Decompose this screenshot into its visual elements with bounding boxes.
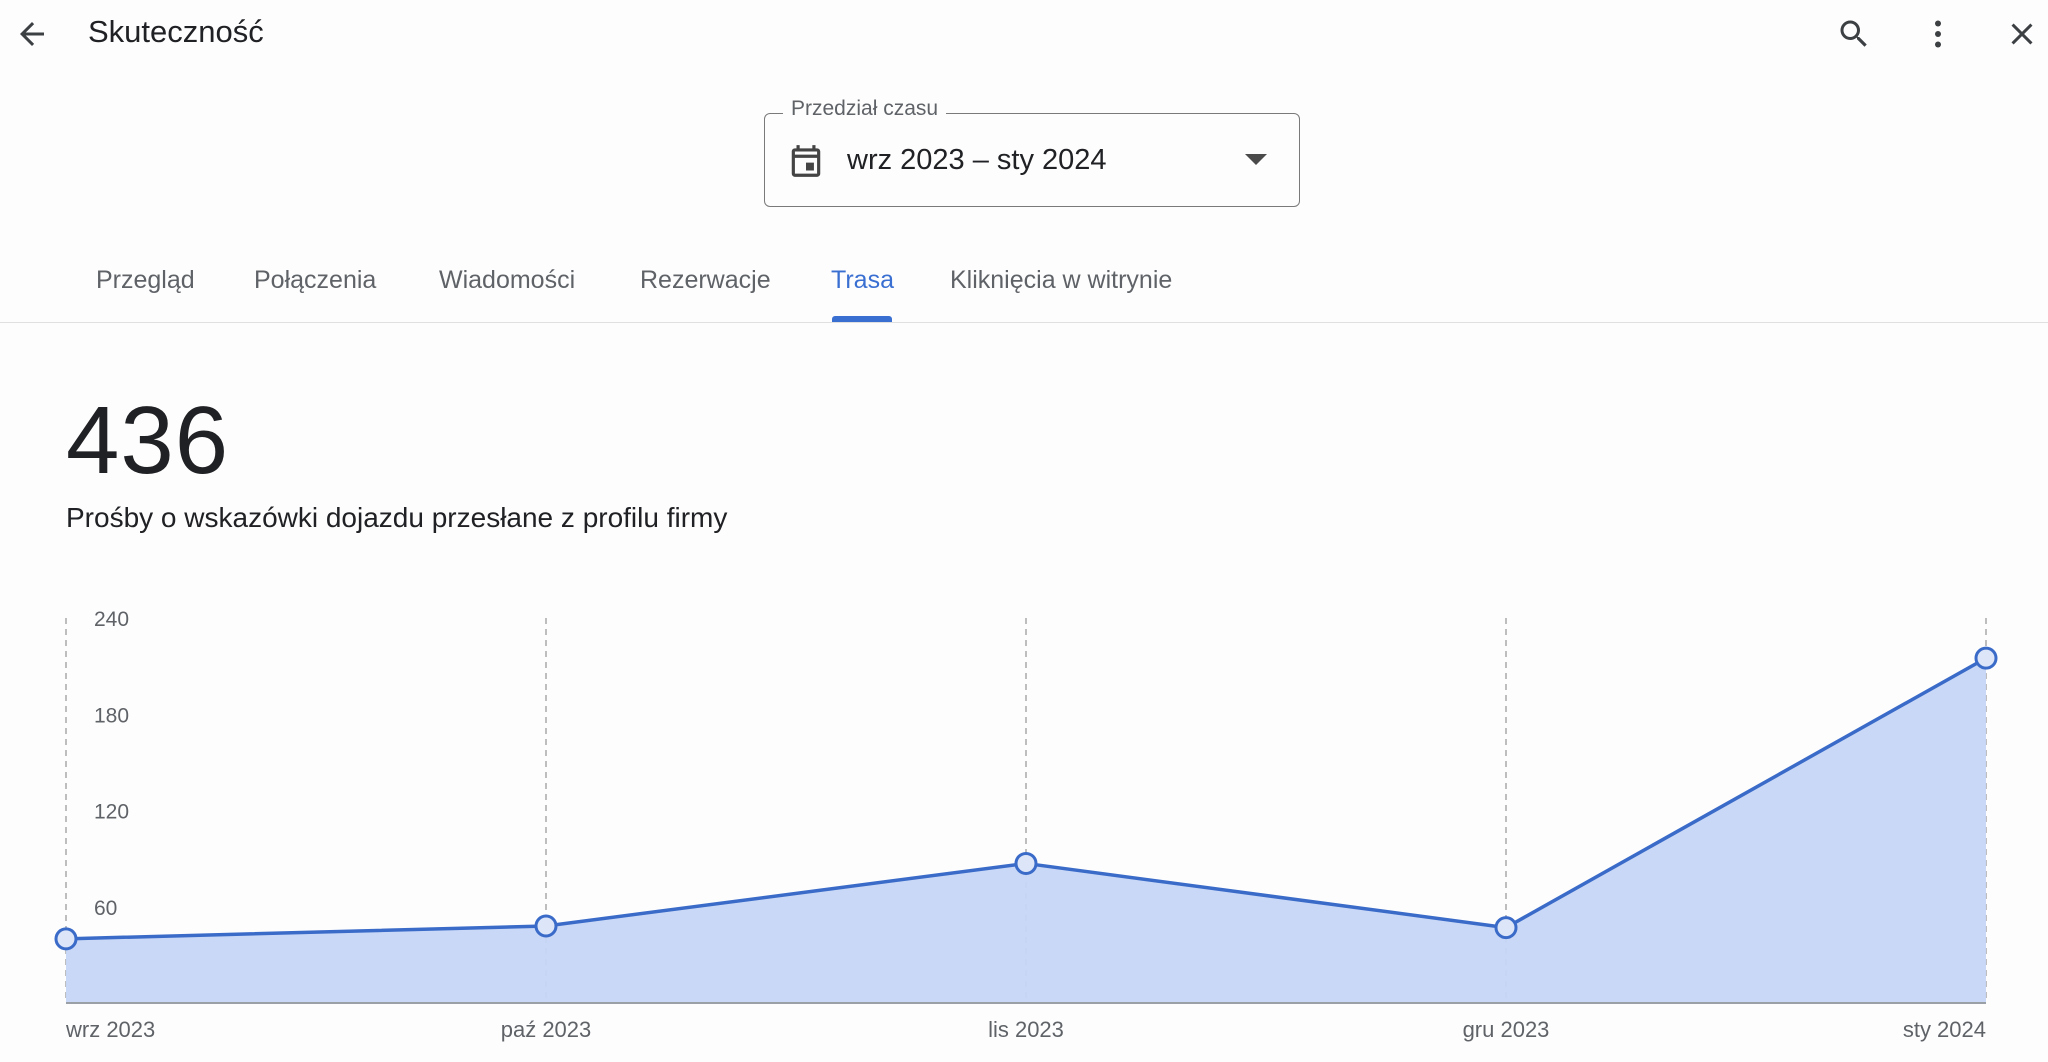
top-app-bar: Skuteczność [0, 0, 2048, 70]
directions-chart: 60 120 180 240 wrz 2023 paź 2023 lis 2023 gru … [54, 608, 1998, 1042]
tab-rezerwacje[interactable]: Rezerwacje [640, 266, 771, 294]
y-tick-label-1: 120 [94, 801, 129, 824]
data-point-1 [534, 914, 558, 938]
date-range-select[interactable]: Przedział czasu wrz 2023 – sty 2024 [764, 97, 1300, 207]
tab-polaczenia[interactable]: Połączenia [254, 266, 377, 294]
data-point-4 [1974, 646, 1998, 670]
y-tick-label-3: 240 [94, 608, 129, 631]
tab-przeglad[interactable]: Przegląd [96, 266, 195, 294]
dropdown-arrow-icon [1245, 154, 1267, 165]
search-icon[interactable] [1826, 6, 1882, 62]
y-tick-label-0: 60 [94, 897, 117, 920]
x-tick-label-0: wrz 2023 [65, 1017, 155, 1042]
tab-klikniecia[interactable]: Kliknięcia w witrynie [950, 266, 1173, 294]
data-point-0 [54, 927, 78, 951]
y-tick-label-2: 180 [94, 704, 129, 727]
chart-x-ticks: wrz 2023 paź 2023 lis 2023 gru 2023 sty 2024 [65, 1017, 1986, 1042]
tab-wiadomosci[interactable]: Wiadomości [439, 266, 576, 294]
tab-trasa[interactable]: Trasa [831, 266, 894, 294]
date-range-label: Przedział czasu [783, 97, 947, 121]
x-tick-label-1: paź 2023 [501, 1017, 592, 1042]
active-tab-indicator [832, 316, 892, 322]
date-range-value: wrz 2023 – sty 2024 [847, 144, 1107, 176]
arrow-back-icon[interactable] [4, 6, 60, 62]
tab-bar: Przegląd Połączenia Wiadomości Rezerwacj… [0, 252, 2048, 323]
chart-points [54, 646, 1998, 951]
close-icon[interactable] [1994, 6, 2048, 62]
metric-description: Prośby o wskazówki dojazdu przesłane z p… [66, 502, 728, 533]
x-tick-label-4: sty 2024 [1903, 1017, 1986, 1042]
page-title: Skuteczność [88, 14, 264, 49]
x-tick-label-3: gru 2023 [1463, 1017, 1550, 1042]
area-fill [66, 658, 1986, 1003]
x-tick-label-2: lis 2023 [988, 1017, 1064, 1042]
more-vert-icon[interactable] [1910, 6, 1966, 62]
total-count: 436 [66, 387, 230, 494]
chart-y-ticks: 60 120 180 240 [94, 608, 129, 920]
data-point-2 [1014, 851, 1038, 875]
calendar-icon [791, 145, 821, 177]
data-point-3 [1494, 916, 1518, 940]
